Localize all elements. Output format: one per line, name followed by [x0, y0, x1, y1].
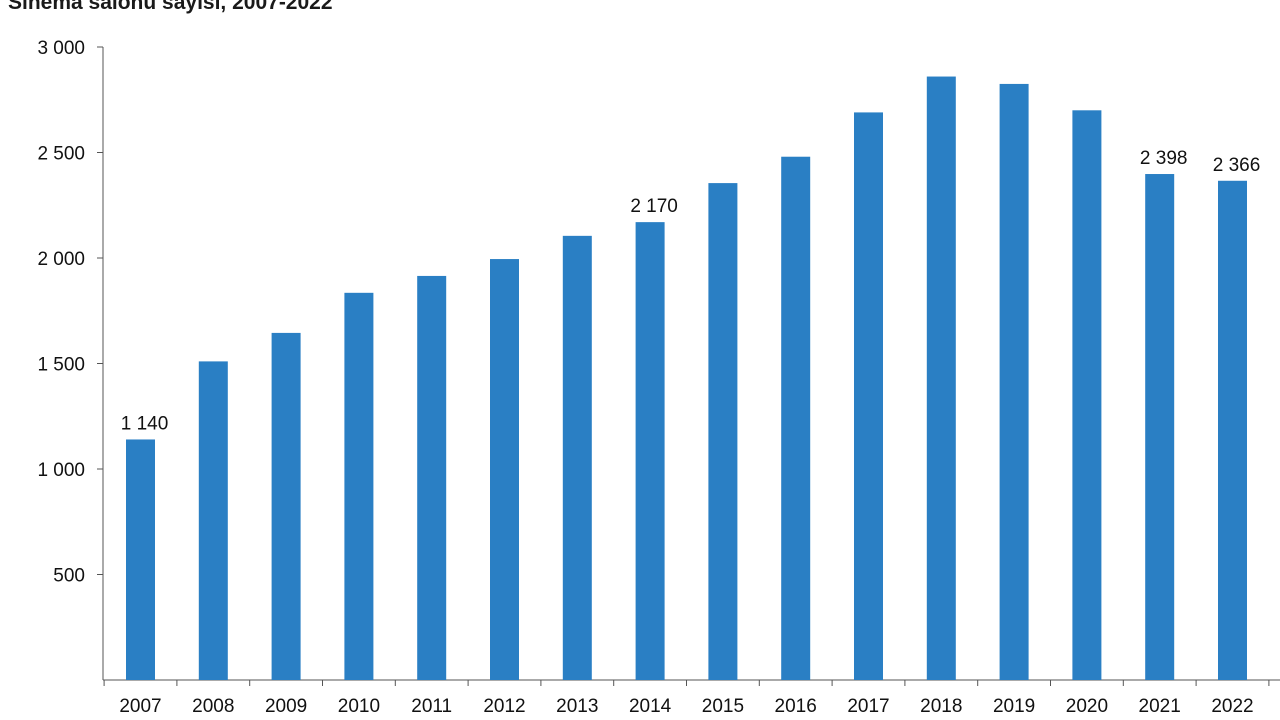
x-tick-label: 2011	[411, 696, 452, 717]
chart-title: Sinema salonu sayısı, 2007-2022	[8, 0, 333, 14]
labels: 2007 2008 2009 2010 2011 2012 2013 2014 2015 2016…	[119, 148, 1260, 717]
bar-2018	[926, 76, 956, 681]
x-tick-label: 2018	[920, 696, 962, 717]
bar-2019	[999, 83, 1029, 681]
data-label: 2 170	[630, 196, 678, 217]
y-tick-label: 3 000	[37, 38, 85, 59]
axes: 500 1 000 1 500 2 000 2 500 3 000	[37, 38, 1280, 686]
data-label: 1 140	[121, 413, 169, 434]
data-label: 2 366	[1213, 155, 1261, 176]
y-tick-label: 2 500	[37, 144, 85, 165]
x-tick-label: 2021	[1139, 696, 1181, 717]
y-tick-label: 500	[53, 566, 85, 587]
x-tick-label: 2012	[483, 696, 525, 717]
bars	[126, 76, 1247, 681]
bar-2021	[1145, 174, 1175, 680]
x-tick-label: 2019	[993, 696, 1035, 717]
y-tick-label: 1 500	[37, 355, 85, 376]
bar-2011	[417, 275, 447, 680]
x-tick-label: 2016	[775, 696, 817, 717]
y-tick-label: 2 000	[37, 249, 85, 270]
x-tick-label: 2014	[629, 696, 672, 717]
x-tick-label: 2008	[192, 696, 234, 717]
bar-2022	[1218, 180, 1247, 681]
x-tick-label: 2010	[338, 696, 380, 717]
bar-2017	[854, 112, 883, 680]
bar-2007	[126, 439, 155, 680]
x-tick-label: 2009	[265, 696, 307, 717]
x-tick-label: 2017	[847, 696, 889, 717]
x-tick-label: 2020	[1066, 696, 1108, 717]
x-tick-label: 2013	[556, 696, 598, 717]
bar-2009	[271, 332, 301, 680]
bar-2016	[781, 156, 811, 681]
y-tick-label: 1 000	[37, 460, 85, 481]
x-tick-label: 2015	[702, 696, 744, 717]
bar-2008	[198, 361, 228, 680]
bar-2015	[708, 183, 738, 680]
bar-2020	[1072, 110, 1102, 681]
bar-2013	[562, 235, 592, 680]
bar-2012	[490, 259, 519, 680]
x-tick-label: 2007	[119, 696, 161, 717]
bar-2010	[344, 292, 374, 680]
x-tick-label: 2022	[1211, 696, 1253, 717]
bar-2014	[635, 222, 665, 680]
data-label: 2 398	[1140, 148, 1188, 169]
